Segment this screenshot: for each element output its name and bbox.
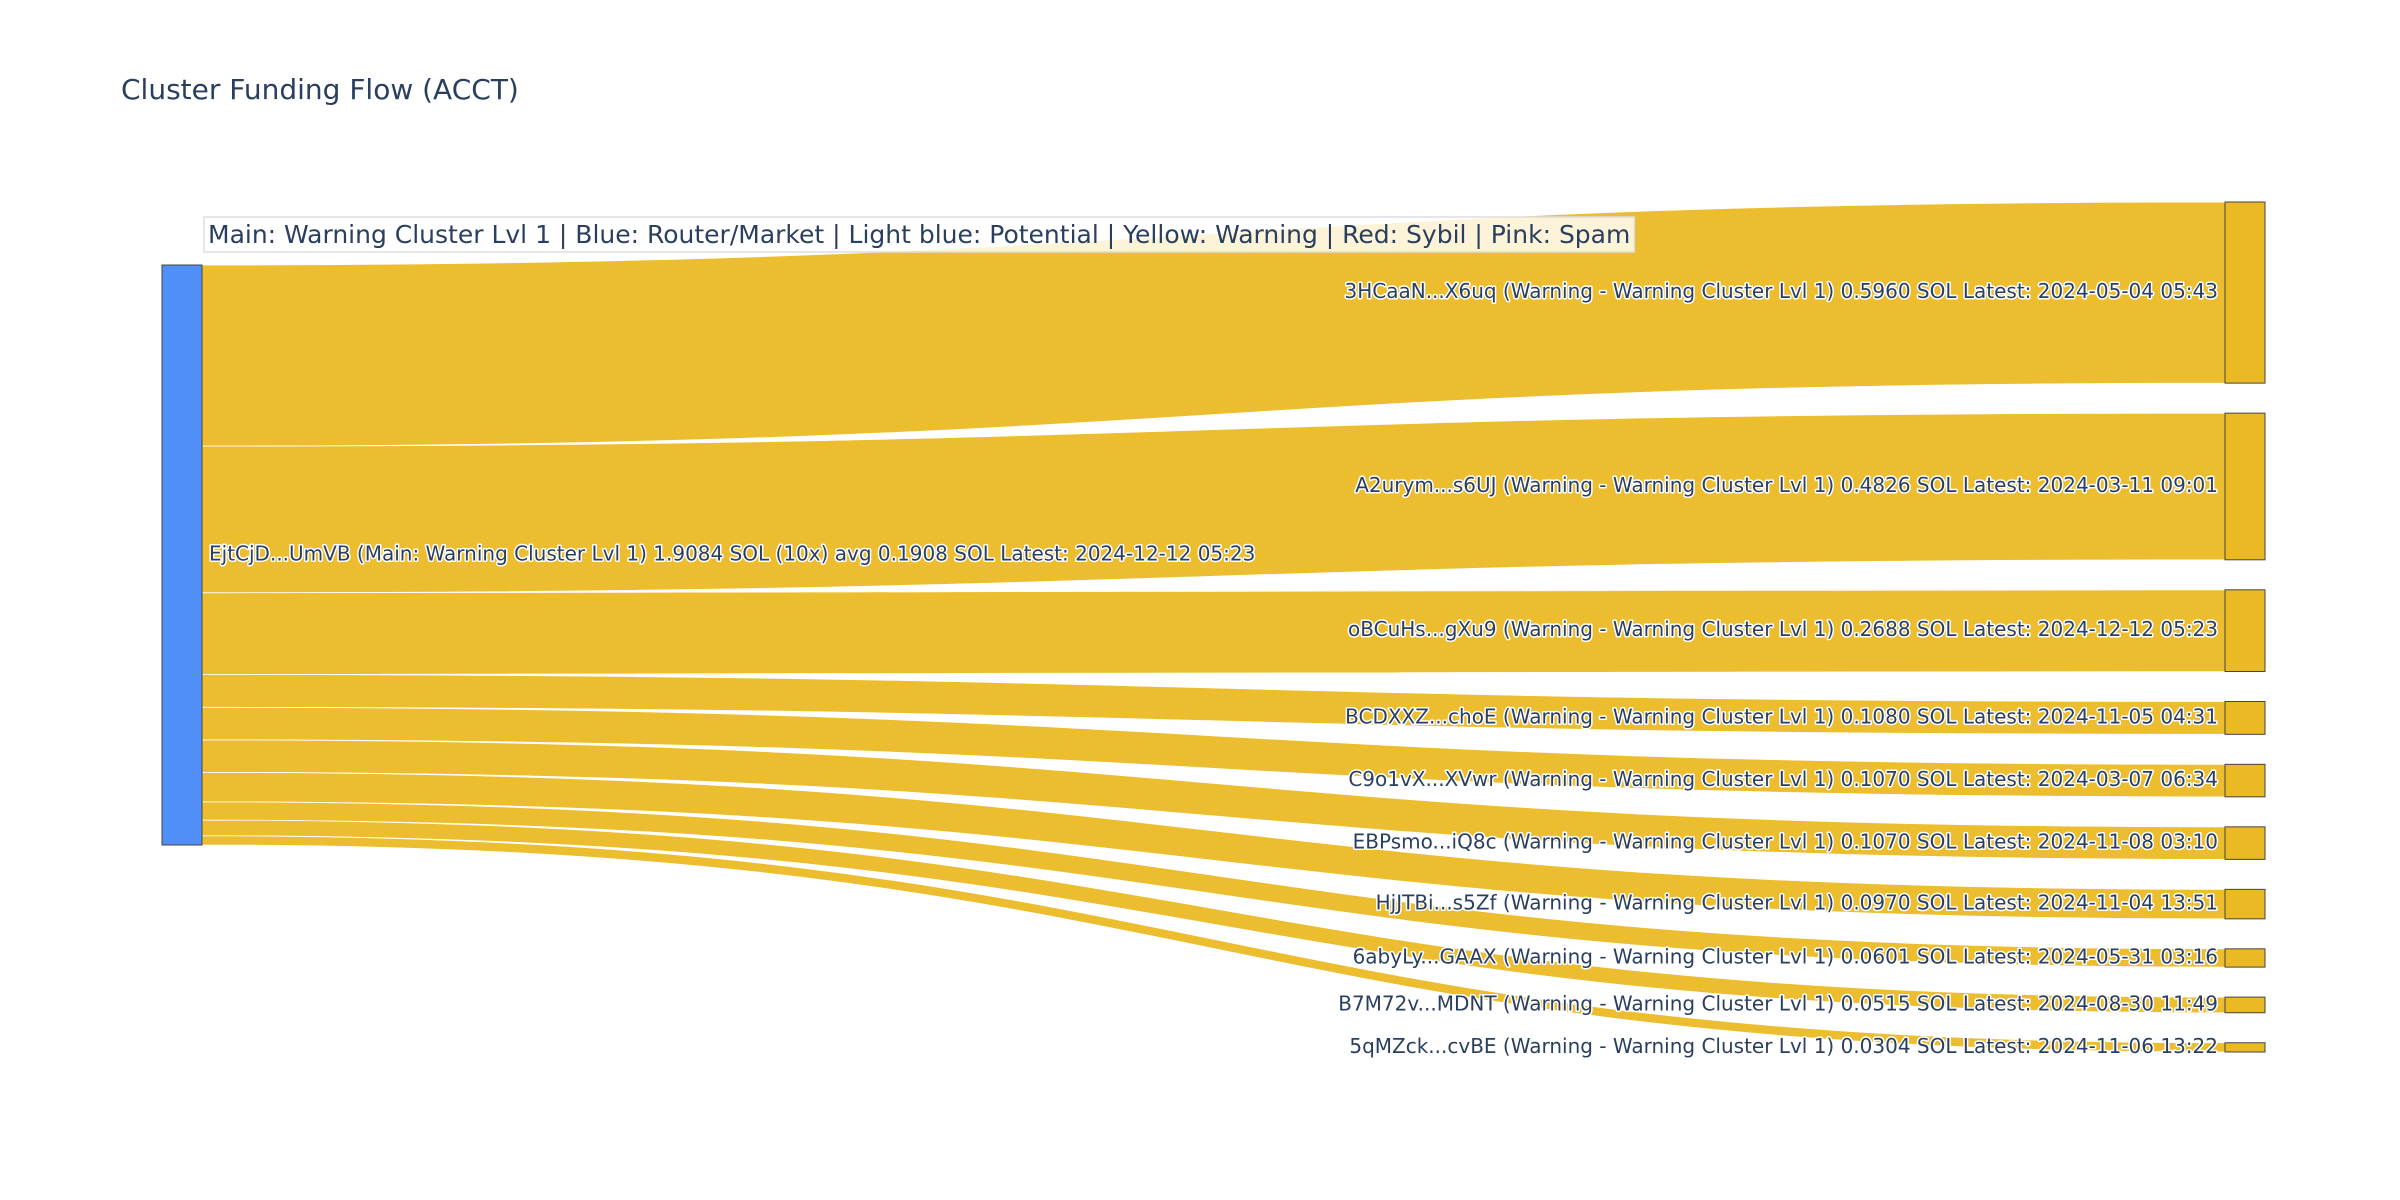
target-node bbox=[2224, 412, 2266, 561]
target-label: A2urym...s6UJ (Warning - Warning Cluster… bbox=[1355, 473, 2218, 497]
target-label: EBPsmo...iQ8c (Warning - Warning Cluster… bbox=[1353, 830, 2218, 854]
labels: 3HCaaN...X6uq (Warning - Warning Cluster… bbox=[208, 278, 2220, 1060]
target-label: 3HCaaN...X6uq (Warning - Warning Cluster… bbox=[1345, 279, 2219, 303]
target-label: BCDXXZ...choE (Warning - Warning Cluster… bbox=[1345, 704, 2218, 728]
nodes bbox=[161, 201, 2266, 1053]
target-label: C9o1vX...XVwr (Warning - Warning Cluster… bbox=[1348, 767, 2218, 791]
target-label: 5qMZck...cvBE (Warning - Warning Cluster… bbox=[1349, 1034, 2218, 1058]
target-node bbox=[2224, 888, 2266, 920]
links bbox=[201, 201, 2226, 1053]
annotation: Main: Warning Cluster Lvl 1 | Blue: Rout… bbox=[203, 216, 1636, 253]
target-node bbox=[2224, 948, 2266, 968]
target-label: 6abyLy...GAAX (Warning - Warning Cluster… bbox=[1353, 944, 2218, 968]
target-node bbox=[2224, 1042, 2266, 1053]
chart-title: Cluster Funding Flow (ACCT) bbox=[121, 73, 519, 106]
target-node bbox=[2224, 826, 2266, 860]
target-node bbox=[2224, 201, 2266, 384]
target-node bbox=[2224, 589, 2266, 673]
source-node bbox=[161, 264, 203, 846]
target-node bbox=[2224, 763, 2266, 798]
target-label: HjJTBi...s5Zf (Warning - Warning Cluster… bbox=[1376, 891, 2218, 915]
target-node bbox=[2224, 701, 2266, 735]
target-node bbox=[2224, 996, 2266, 1014]
source-label: EjtCjD...UmVB (Main: Warning Cluster Lvl… bbox=[209, 542, 1255, 566]
target-label: B7M72v...MDNT (Warning - Warning Cluster… bbox=[1338, 991, 2218, 1015]
annotation-box bbox=[203, 216, 1636, 253]
target-label: oBCuHs...gXu9 (Warning - Warning Cluster… bbox=[1348, 617, 2218, 641]
annotation-text: Main: Warning Cluster Lvl 1 | Blue: Rout… bbox=[208, 220, 1630, 249]
